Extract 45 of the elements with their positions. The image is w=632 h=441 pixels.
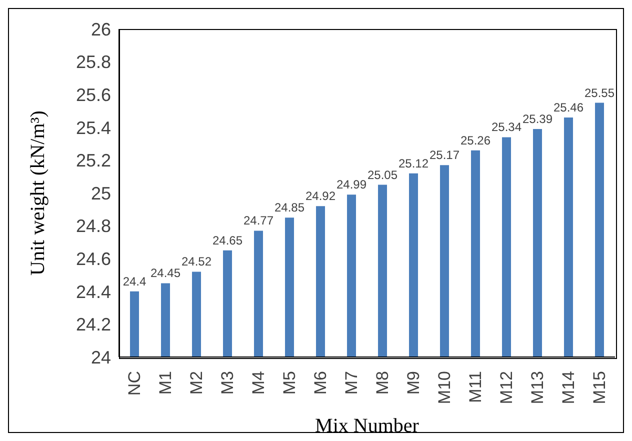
y-tick-label: 25.6 [76,84,111,105]
y-tick-label: 25.8 [76,52,111,72]
data-label: 24.77 [243,214,274,228]
x-tick-label: M13 [528,371,547,404]
x-tick-label: M11 [466,371,485,403]
x-tick-label: NC [125,371,144,396]
x-tick-label: M1 [156,371,175,395]
data-label: 24.4 [122,274,146,288]
data-label: 24.85 [274,200,305,215]
data-label: 25.12 [398,156,429,170]
data-label: 24.99 [336,178,367,192]
y-tick-label: 24.4 [76,282,111,302]
data-label: 24.52 [181,254,212,269]
x-tick-label: M6 [311,371,330,395]
y-tick-label: 25.4 [76,118,111,138]
y-tick-label: 26 [90,19,111,40]
x-tick-label: M3 [218,371,237,395]
data-label: 24.92 [305,189,336,204]
y-tick-label: 24 [90,347,111,368]
y-tick-label: 24.8 [76,216,111,236]
y-axis-title: Unit weight (kN/m³) [27,110,50,276]
y-tick-label: 25.2 [76,150,111,171]
data-label: 25.39 [522,112,553,126]
x-tick-label: M15 [590,371,609,404]
x-tick-label: M10 [435,371,454,404]
x-tick-label: M7 [342,371,361,395]
x-tick-label: M4 [249,371,268,395]
y-tick-label: 25 [90,183,111,204]
data-label: 25.46 [553,100,584,115]
x-tick-label: M9 [404,371,423,395]
data-label: 25.17 [429,148,460,162]
data-label: 25.34 [491,120,522,134]
y-tick-label: 24.6 [76,248,111,269]
data-label: 24.45 [150,266,181,280]
x-tick-label: M8 [373,371,392,395]
data-label: 25.26 [460,133,491,148]
x-tick-label: M14 [559,371,578,404]
x-axis-title: Mix Number [315,415,420,437]
data-label: 25.05 [367,168,398,182]
data-label: 24.65 [212,233,243,248]
x-tick-label: M12 [497,371,516,404]
x-tick-label: M5 [280,371,299,395]
x-tick-label: M2 [187,371,206,395]
y-tick-label: 24.2 [76,314,111,335]
data-label: 25.55 [584,86,615,100]
